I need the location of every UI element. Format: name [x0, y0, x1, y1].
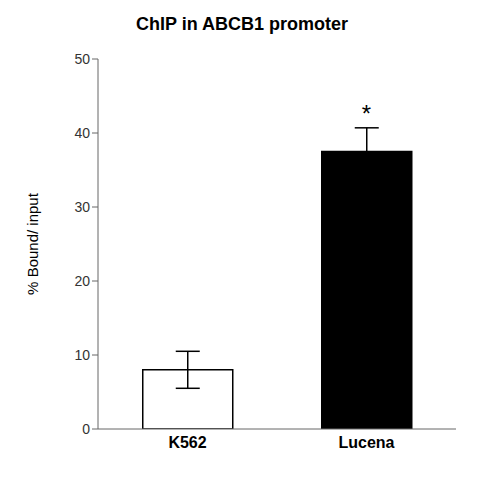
svg-text:Lucena: Lucena: [338, 434, 394, 451]
svg-text:50: 50: [74, 51, 90, 67]
html-text:ChIP in ABCB1 promoter: ChIP in ABCB1 promoter: [136, 14, 348, 34]
svg-text:30: 30: [74, 199, 90, 215]
svg-text:40: 40: [74, 125, 90, 141]
svg-text:10: 10: [74, 347, 90, 363]
svg-text:*: *: [362, 100, 371, 127]
svg-text:K562: K562: [168, 434, 206, 451]
svg-text:% Bound/ input: % Bound/ input: [24, 192, 41, 295]
svg-text:20: 20: [74, 273, 90, 289]
svg-text:0: 0: [82, 421, 90, 437]
